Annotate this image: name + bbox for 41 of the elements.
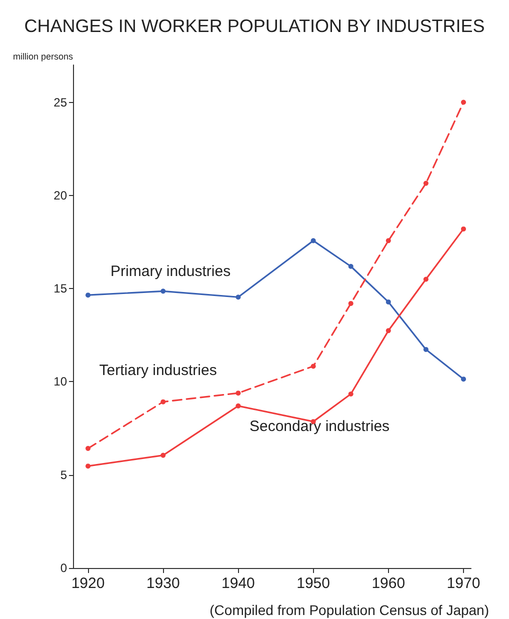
point (460, 376, 466, 382)
point (86, 464, 91, 469)
point (386, 328, 391, 334)
point (310, 364, 316, 369)
y-tick-label: 10 (54, 374, 68, 389)
point (423, 346, 428, 352)
point (460, 100, 466, 105)
x-tick-label: 1930 (146, 575, 180, 592)
point (236, 294, 241, 300)
point (86, 292, 91, 298)
x-tick-label: 1920 (71, 575, 105, 592)
point (386, 238, 391, 244)
x-tick-label: 1960 (372, 575, 406, 592)
point (160, 399, 166, 404)
text: (Compiled from Population Census of Japan) (210, 602, 490, 618)
series-label: Tertiary industries (99, 362, 217, 379)
y-axis-title: million persons (12, 52, 74, 62)
y-tick-label: 5 (60, 468, 68, 482)
point (86, 446, 91, 451)
point (236, 390, 241, 396)
series-label: Primary industries (110, 263, 231, 280)
point (348, 392, 354, 396)
point (160, 288, 166, 294)
series-label: Secondary industries (249, 418, 390, 435)
y-tick-label: 20 (54, 188, 68, 202)
point (236, 403, 241, 408)
x-tick-label: 1940 (222, 575, 255, 592)
point (160, 452, 166, 458)
point (348, 300, 354, 306)
point (310, 238, 316, 244)
point (423, 180, 428, 186)
y-tick-label: 15 (54, 282, 68, 296)
point (348, 264, 354, 269)
x-tick-label: 1970 (446, 575, 480, 592)
point (460, 226, 466, 232)
point (386, 299, 391, 304)
x-tick-label: 1950 (296, 575, 330, 592)
y-tick-label: 25 (54, 95, 68, 110)
point (423, 276, 428, 282)
chart-title: CHANGES IN WORKER POPULATION BY INDUSTRIES (24, 16, 485, 36)
y-tick-label: 0 (60, 561, 68, 575)
